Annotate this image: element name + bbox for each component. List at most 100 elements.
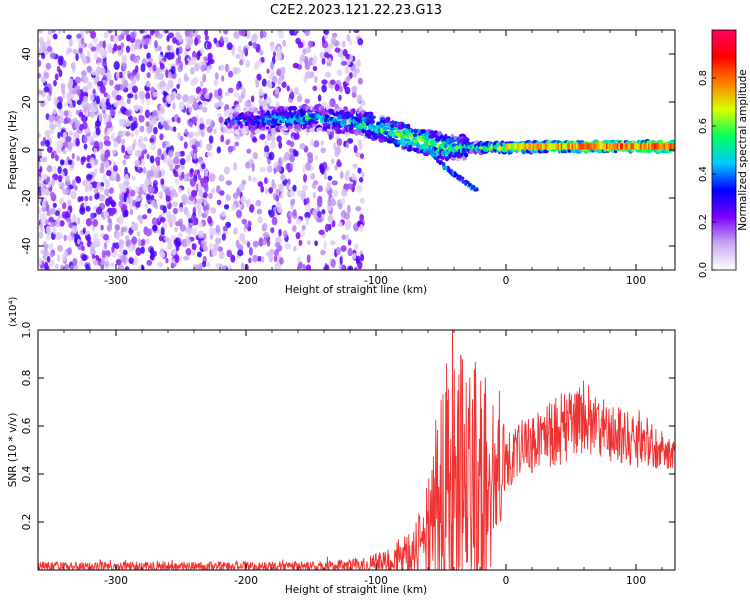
spectrogram-cell	[515, 143, 518, 150]
spectrogram-cell	[179, 224, 186, 232]
spectrogram-cell	[63, 101, 68, 107]
spectrogram-cell	[246, 148, 252, 154]
spectrogram-cell	[75, 53, 79, 62]
spectrogram-cell	[49, 191, 55, 198]
y-tick-label: 40	[21, 47, 33, 60]
spectrogram-cell	[295, 150, 299, 157]
spectrogram-cell	[45, 62, 52, 70]
spectrogram-cell	[269, 141, 276, 149]
spectrogram-cell	[156, 261, 163, 268]
spectrogram-cell	[103, 234, 109, 241]
spectrogram-cell	[139, 219, 143, 225]
spectrogram-cell	[324, 52, 330, 59]
spectrogram-cell	[81, 245, 85, 252]
spectrogram-cell	[348, 265, 354, 270]
spectrogram-cell	[143, 30, 148, 35]
spectrogram-cell	[57, 30, 63, 35]
spectrogram-cell	[146, 61, 152, 68]
spectrogram-cell	[188, 106, 193, 114]
spectrogram-cell	[346, 34, 351, 42]
spectrogram-cell	[320, 140, 325, 146]
spectrogram-cell	[179, 158, 186, 166]
spectrogram-cell	[157, 148, 162, 156]
spectrogram-cell	[199, 123, 205, 130]
spectrogram-cell	[46, 210, 50, 217]
spectrogram-cell	[237, 249, 244, 257]
spectrogram-cell	[193, 152, 197, 160]
spectrogram-cell	[264, 145, 270, 154]
spectrogram-cell	[314, 75, 318, 84]
spectrogram-cell	[434, 149, 439, 155]
spectrogram-cell	[218, 174, 225, 182]
spectrogram-cell	[408, 144, 413, 149]
spectrogram-cell	[340, 245, 347, 252]
spectrogram-cell	[187, 188, 191, 197]
spectrogram-cell	[287, 217, 292, 224]
spectrogram-cell	[161, 168, 165, 177]
spectrogram-cell	[107, 30, 113, 34]
spectrogram-cell	[76, 33, 82, 39]
spectrogram-cell	[118, 200, 124, 208]
spectrogram-cell	[225, 109, 231, 114]
spectrogram-cell	[136, 231, 141, 237]
spectrogram-cell	[168, 221, 173, 227]
spectrogram-cell	[150, 142, 156, 151]
spectrogram-cell	[94, 53, 98, 61]
spectrogram-cell	[443, 143, 448, 149]
spectrogram-cell	[83, 95, 89, 104]
spectrogram-cell	[360, 171, 365, 178]
spectrogram-cell	[358, 177, 364, 183]
spectrogram-cell	[124, 235, 130, 241]
spectrogram-cell	[236, 83, 240, 91]
spectrogram-cell	[113, 101, 119, 108]
spectrogram-cell	[295, 232, 301, 240]
spectrogram-cell	[44, 261, 49, 270]
spectrogram-cell	[81, 156, 87, 163]
spectrogram-cell	[222, 225, 228, 232]
spectrogram-cell	[227, 145, 233, 153]
spectrogram-cell	[122, 159, 127, 166]
spectrogram-cell	[237, 45, 242, 54]
spectrogram-cell	[302, 184, 308, 191]
spectrogram-cell	[95, 127, 101, 136]
spectrogram-cell	[454, 173, 459, 177]
spectrogram-cell	[334, 47, 341, 53]
spectrogram-cell	[275, 264, 281, 270]
spectrogram-cell	[95, 120, 102, 127]
spectrogram-cell	[335, 146, 341, 155]
spectrogram-cell	[102, 173, 107, 182]
spectrogram-cell	[570, 143, 572, 150]
spectrogram-cell	[604, 143, 607, 150]
spectrogram-cell	[276, 165, 282, 173]
spectrogram-cell	[160, 153, 165, 161]
spectrogram-cell	[261, 78, 267, 87]
spectrogram-cell	[314, 240, 318, 247]
spectrogram-cell	[149, 247, 154, 255]
spectrogram-cell	[149, 137, 154, 143]
spectrogram-cell	[160, 211, 165, 217]
spectrogram-cell	[298, 239, 303, 246]
spectrogram-cell	[657, 143, 660, 150]
spectrogram-cell	[148, 169, 154, 177]
spectrogram-cell	[202, 205, 208, 212]
spectrogram-cell	[89, 110, 95, 119]
spectrogram-cell	[163, 236, 170, 242]
spectrogram-cell	[177, 54, 181, 64]
spectrogram-cell	[632, 143, 635, 150]
spectrogram-cell	[283, 230, 288, 238]
spectrogram-cell	[57, 232, 63, 240]
spectrogram-cell	[464, 182, 468, 186]
spectrogram-cell	[62, 188, 69, 195]
spectrogram-cell	[325, 264, 330, 270]
spectrogram-cell	[233, 161, 238, 171]
spectrogram-cell	[52, 165, 57, 174]
spectrogram-cell	[219, 64, 225, 71]
spectrogram-cell	[288, 122, 292, 127]
spectrogram-cell	[408, 132, 414, 138]
spectrogram-cell	[196, 169, 200, 176]
spectrogram-cell	[296, 118, 302, 123]
spectrogram-cell	[178, 101, 185, 111]
spectrogram-cell	[103, 135, 110, 141]
y-tick-label: 0.2	[21, 514, 33, 531]
